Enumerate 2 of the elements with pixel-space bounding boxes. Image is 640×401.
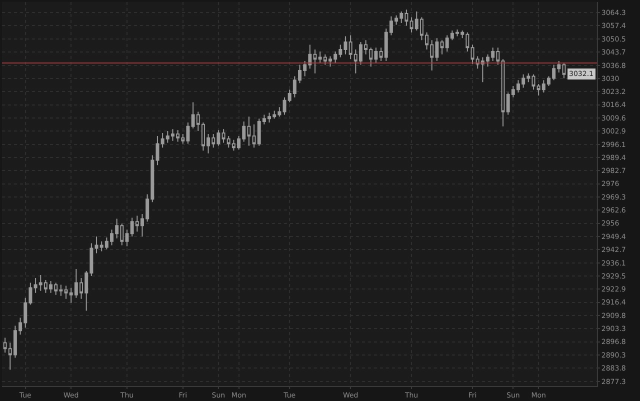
candlestick xyxy=(125,229,129,247)
candlestick xyxy=(313,49,317,74)
